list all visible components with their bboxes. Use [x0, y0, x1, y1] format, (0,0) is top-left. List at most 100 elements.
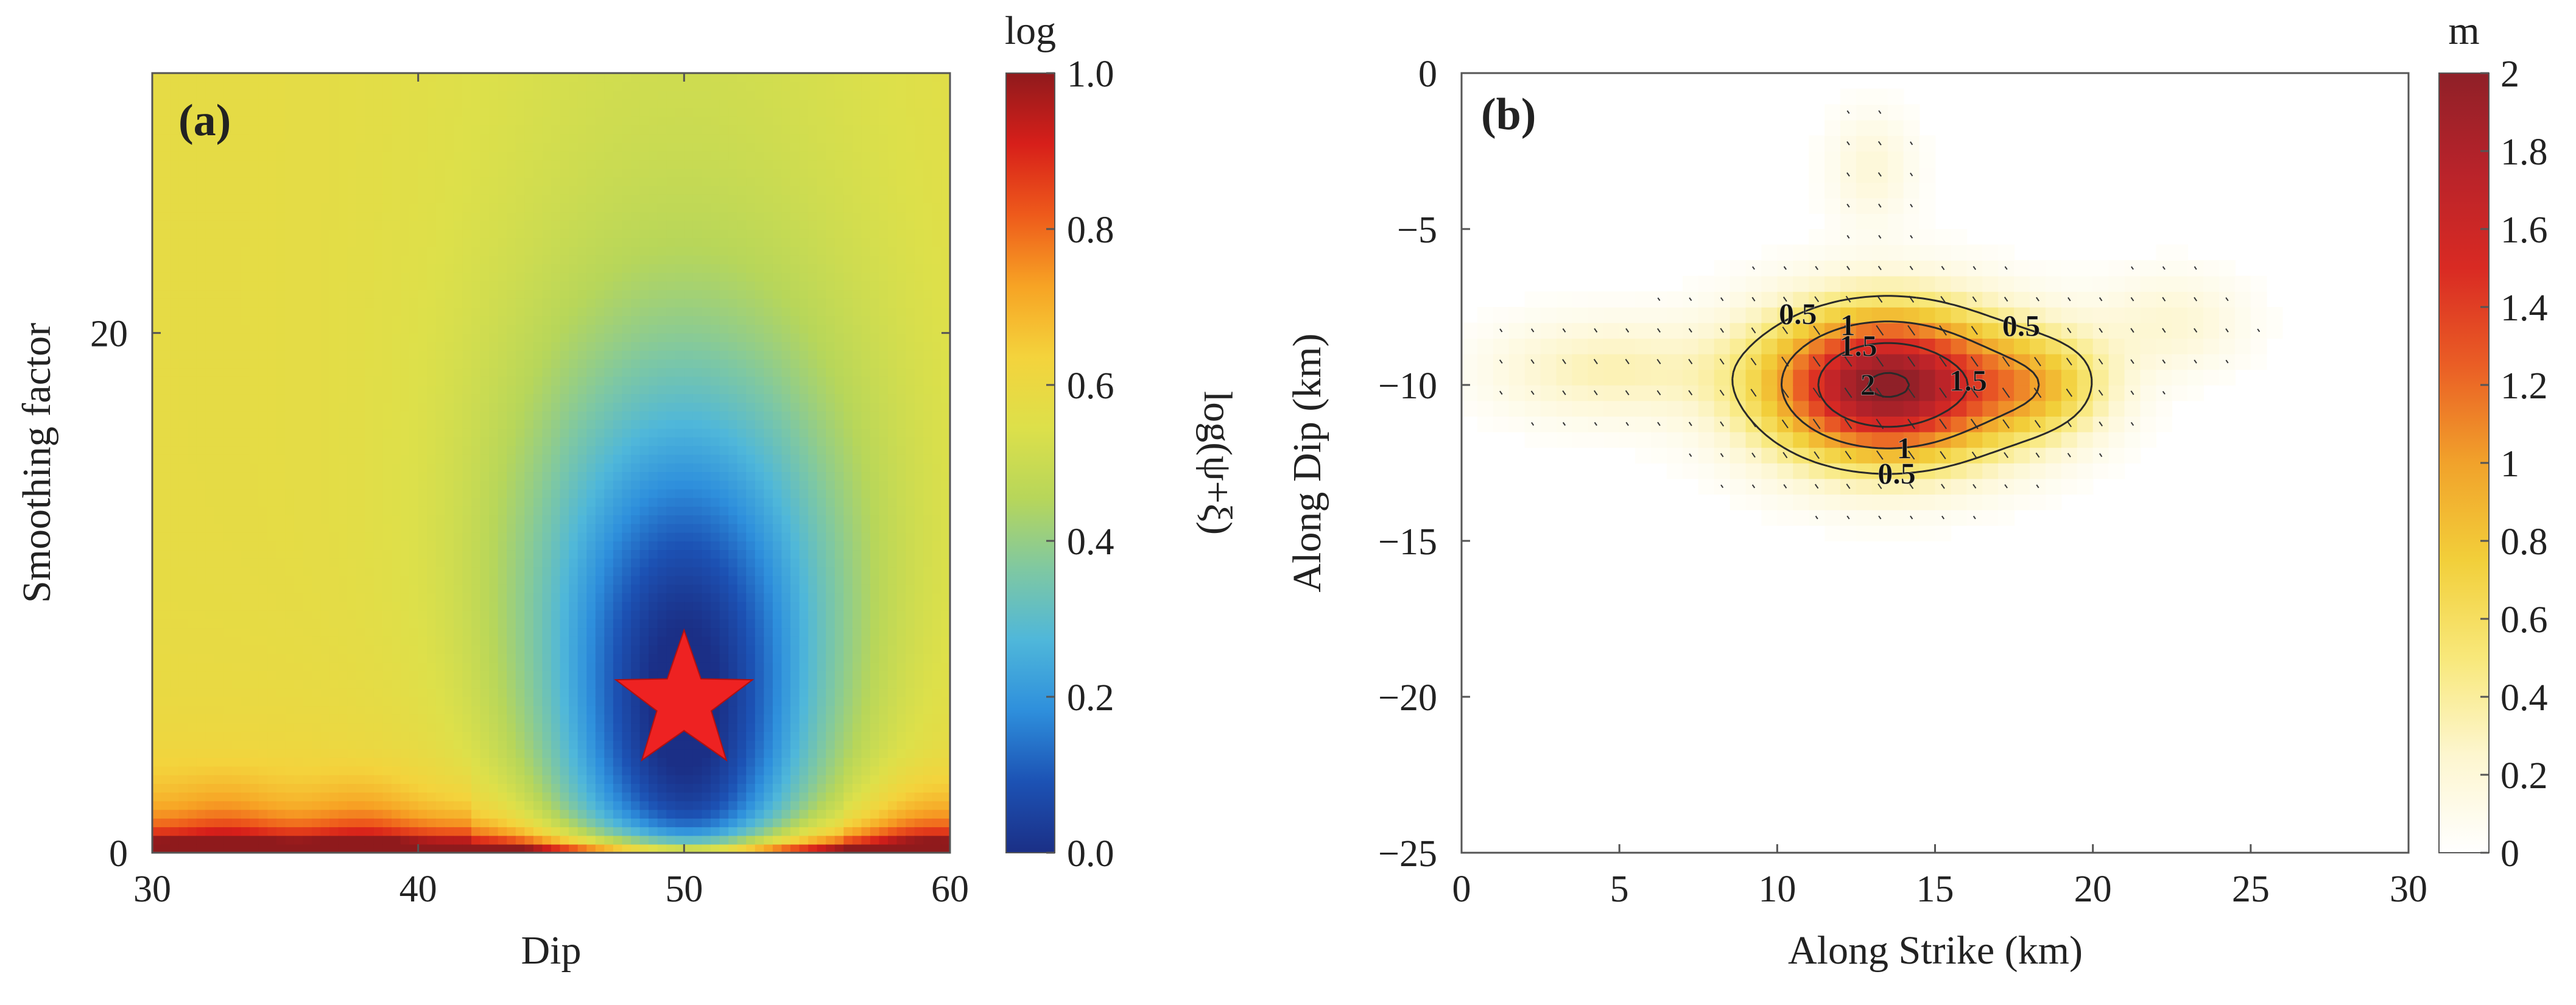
heatmap-cell-a — [595, 601, 605, 611]
heatmap-cell-a — [604, 584, 614, 594]
heatmap-cell-a — [347, 731, 357, 741]
heatmap-cell-a — [241, 662, 250, 672]
heatmap-cell-a — [462, 558, 472, 568]
heatmap-cell-a — [569, 73, 579, 83]
heatmap-cell-a — [152, 566, 162, 576]
heatmap-cell-a — [267, 82, 277, 91]
heatmap-cell-a — [409, 688, 419, 697]
heatmap-cell-a — [560, 307, 569, 317]
heatmap-cell-a — [622, 593, 632, 602]
heatmap-cell-a — [214, 246, 224, 256]
heatmap-cell-a — [152, 679, 162, 689]
heatmap-cell-a — [569, 818, 579, 828]
heatmap-cell-a — [196, 610, 206, 619]
heatmap-cell-a — [276, 350, 286, 360]
heatmap-cell-a — [409, 792, 419, 802]
heatmap-cell-a — [409, 151, 419, 161]
heatmap-cell-a — [418, 255, 428, 264]
heatmap-cell-a — [347, 740, 357, 750]
heatmap-cell-a — [445, 82, 454, 91]
heatmap-cell-a — [161, 350, 171, 360]
heatmap-cell-a — [178, 238, 189, 247]
heatmap-cell-a — [533, 246, 543, 256]
heatmap-cell-a — [214, 82, 224, 91]
heatmap-cell-a — [489, 766, 499, 775]
heatmap-cell-a — [338, 463, 348, 473]
heatmap-cell-a — [586, 454, 596, 464]
heatmap-cell-a — [320, 454, 330, 464]
heatmap-cell-a — [329, 644, 339, 654]
heatmap-cell-a — [604, 575, 614, 585]
heatmap-cell-a — [542, 488, 552, 498]
heatmap-cell-a — [480, 333, 490, 342]
heatmap-cell-a — [267, 307, 277, 317]
heatmap-cell-a — [498, 488, 508, 498]
heatmap-cell-a — [577, 367, 588, 377]
heatmap-cell-a — [250, 523, 259, 533]
heatmap-cell-a — [480, 593, 490, 602]
heatmap-cell-a — [196, 497, 206, 507]
heatmap-cell-a — [595, 324, 605, 334]
heatmap-cell-a — [595, 593, 605, 602]
heatmap-cell-a — [613, 133, 623, 143]
heatmap-cell-a — [294, 714, 304, 724]
heatmap-cell-a — [418, 185, 428, 195]
heatmap-cell-a — [400, 662, 410, 672]
heatmap-cell-a — [188, 844, 197, 853]
heatmap-cell-a — [551, 419, 561, 429]
heatmap-cell-a — [631, 419, 641, 429]
heatmap-cell-a — [320, 272, 330, 282]
heatmap-cell-a — [241, 688, 250, 697]
heatmap-cell-a — [241, 437, 250, 446]
heatmap-cell-a — [188, 619, 197, 629]
heatmap-cell-a — [382, 714, 392, 724]
heatmap-cell-a — [613, 341, 623, 351]
heatmap-cell-a — [232, 316, 242, 325]
heatmap-cell-a — [373, 359, 384, 368]
heatmap-cell-a — [595, 488, 605, 498]
heatmap-cell-a — [445, 463, 454, 473]
heatmap-cell-a — [214, 333, 224, 342]
heatmap-cell-a — [471, 454, 481, 464]
heatmap-cell-a — [445, 99, 454, 108]
heatmap-cell-a — [560, 644, 569, 654]
heatmap-cell-a — [631, 246, 641, 256]
heatmap-cell-a — [586, 307, 596, 317]
heatmap-cell-a — [365, 316, 375, 325]
heatmap-cell-a — [214, 151, 224, 161]
heatmap-cell-a — [418, 359, 428, 368]
heatmap-cell-a — [196, 471, 206, 481]
heatmap-cell-a — [338, 324, 348, 334]
heatmap-cell-a — [551, 731, 561, 741]
heatmap-cell-a — [170, 160, 180, 169]
heatmap-cell-a — [161, 203, 171, 213]
heatmap-cell-a — [152, 541, 162, 551]
heatmap-cell-a — [356, 480, 366, 490]
heatmap-cell-a — [586, 722, 596, 732]
heatmap-cell-a — [320, 714, 330, 724]
heatmap-cell-a — [258, 800, 269, 810]
heatmap-cell-a — [418, 731, 428, 741]
heatmap-cell-a — [542, 844, 552, 853]
heatmap-cell-a — [435, 593, 446, 602]
heatmap-cell-a — [631, 722, 641, 732]
heatmap-cell-a — [409, 99, 419, 108]
heatmap-cell-a — [347, 558, 357, 568]
heatmap-cell-a — [453, 497, 463, 507]
heatmap-cell-a — [170, 229, 180, 239]
heatmap-cell-a — [178, 281, 189, 291]
heatmap-cell-a — [435, 584, 446, 594]
heatmap-cell-a — [507, 367, 516, 377]
heatmap-cell-a — [347, 809, 357, 819]
heatmap-cell-a — [453, 783, 463, 793]
heatmap-cell-a — [533, 393, 543, 403]
heatmap-cell-a — [471, 133, 481, 143]
heatmap-cell-a — [347, 185, 357, 195]
heatmap-cell-a — [258, 454, 269, 464]
heatmap-cell-a — [373, 333, 384, 342]
heatmap-cell-a — [595, 775, 605, 785]
heatmap-cell-a — [480, 671, 490, 680]
heatmap-cell-a — [639, 610, 649, 619]
heatmap-cell-a — [285, 818, 295, 828]
heatmap-cell-a — [639, 541, 649, 551]
